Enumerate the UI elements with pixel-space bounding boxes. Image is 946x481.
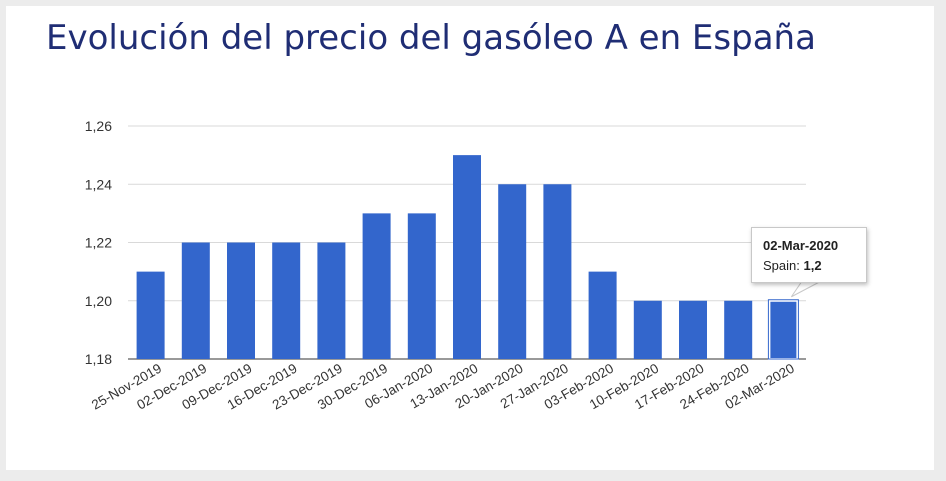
bar [768,299,799,360]
bar-highlight-outline [767,299,799,360]
y-tick-label: 1,22 [85,235,112,251]
bar [453,155,481,359]
bar [136,271,165,359]
tooltip-series-label: Spain: [763,258,800,273]
bar [633,300,662,359]
tooltip-pointer [790,281,820,298]
tooltip-body: Spain: 1,2 [763,256,866,276]
bar [181,242,210,359]
bar [317,242,346,359]
y-tick-label: 1,18 [85,351,112,367]
chart-title: Evolución del precio del gasóleo A en Es… [46,18,816,58]
bar [227,242,255,359]
tooltip-date: 02-Mar-2020 [763,238,839,253]
bar [679,300,707,359]
bar [543,184,572,359]
bar [407,213,436,359]
bar [362,213,391,359]
tooltip-value: 1,2 [803,258,822,273]
y-tick-label: 1,26 [85,118,112,134]
bar [724,300,753,359]
y-tick-label: 1,24 [85,176,112,192]
bar [498,184,527,359]
bar [272,242,301,359]
chart-tooltip: 02-Mar-2020 Spain: 1,2 [751,227,867,283]
y-tick-label: 1,20 [85,293,112,309]
bar [588,271,617,359]
